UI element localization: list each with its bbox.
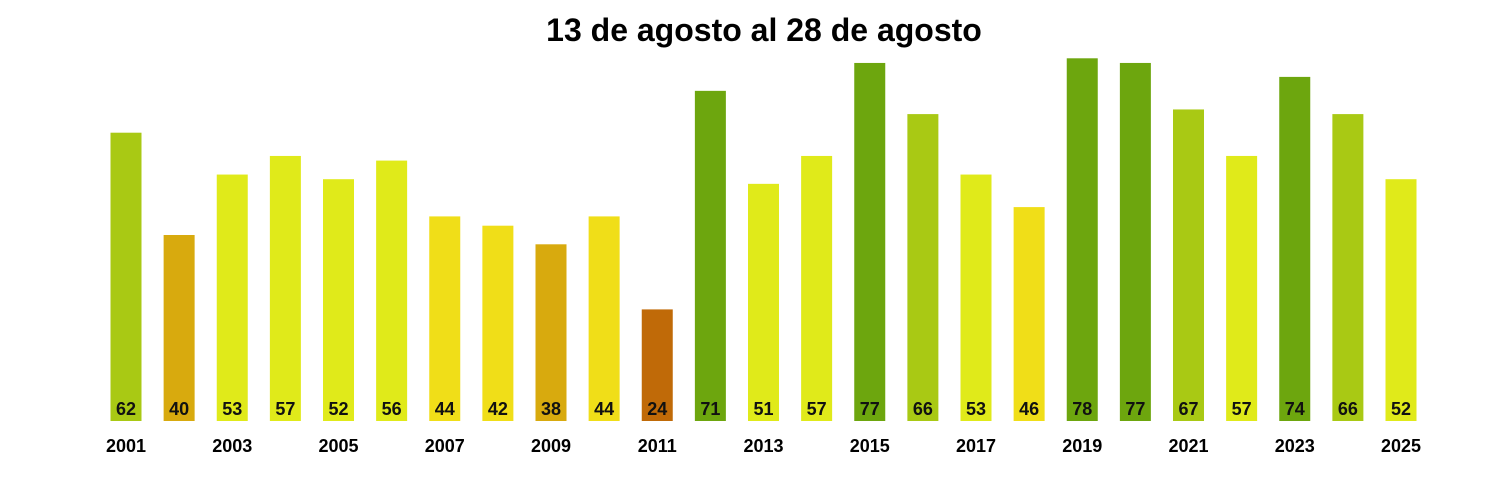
value-label-2024: 66 xyxy=(1338,399,1358,419)
value-label-2020: 77 xyxy=(1125,399,1145,419)
x-tick-label-2013: 2013 xyxy=(743,436,783,456)
bar-2016 xyxy=(907,114,939,421)
value-label-2006: 56 xyxy=(382,399,402,419)
bar-2012 xyxy=(694,90,726,421)
x-tick-label-2009: 2009 xyxy=(531,436,571,456)
value-label-2023: 74 xyxy=(1285,399,1305,419)
bar-2007 xyxy=(429,216,461,421)
value-label-2022: 57 xyxy=(1232,399,1252,419)
value-label-2025: 52 xyxy=(1391,399,1411,419)
bar-2001 xyxy=(110,132,142,421)
x-tick-label-2003: 2003 xyxy=(212,436,252,456)
bar-2023 xyxy=(1279,76,1311,422)
bar-2025 xyxy=(1385,179,1417,421)
value-label-2014: 57 xyxy=(807,399,827,419)
value-label-2018: 46 xyxy=(1019,399,1039,419)
value-label-2007: 44 xyxy=(435,399,455,419)
x-tick-label-2005: 2005 xyxy=(318,436,358,456)
bar-2006 xyxy=(376,160,408,421)
bar-2003 xyxy=(216,174,248,421)
value-label-2015: 77 xyxy=(860,399,880,419)
bar-2002 xyxy=(163,235,195,421)
x-tick-label-2015: 2015 xyxy=(850,436,890,456)
bar-2014 xyxy=(801,155,833,421)
x-tick-label-2007: 2007 xyxy=(425,436,465,456)
bar-2011 xyxy=(641,309,673,421)
x-tick-label-2019: 2019 xyxy=(1062,436,1102,456)
bar-2017 xyxy=(960,174,992,421)
bar-2022 xyxy=(1226,155,1258,421)
x-tick-label-2011: 2011 xyxy=(638,436,677,456)
value-label-2001: 62 xyxy=(116,399,136,419)
bar-2010 xyxy=(588,216,620,421)
x-tick-label-2001: 2001 xyxy=(106,436,146,456)
bar-2004 xyxy=(269,155,301,421)
value-label-2013: 51 xyxy=(753,399,773,419)
value-label-2012: 71 xyxy=(700,399,720,419)
value-label-2021: 67 xyxy=(1178,399,1198,419)
value-label-2005: 52 xyxy=(328,399,348,419)
value-label-2016: 66 xyxy=(913,399,933,419)
value-label-2017: 53 xyxy=(966,399,986,419)
x-tick-label-2017: 2017 xyxy=(956,436,996,456)
bar-2019 xyxy=(1066,58,1098,422)
chart-title: 13 de agosto al 28 de agosto xyxy=(546,12,982,48)
value-label-2011: 24 xyxy=(647,399,667,419)
x-tick-label-2023: 2023 xyxy=(1275,436,1315,456)
value-label-2009: 38 xyxy=(541,399,561,419)
bar-2024 xyxy=(1332,114,1364,421)
x-tick-label-2025: 2025 xyxy=(1381,436,1421,456)
bar-2015 xyxy=(854,62,886,421)
value-label-2019: 78 xyxy=(1072,399,1092,419)
bar-2018 xyxy=(1013,207,1045,421)
value-label-2010: 44 xyxy=(594,399,614,419)
value-label-2002: 40 xyxy=(169,399,189,419)
bar-2009 xyxy=(535,244,567,421)
bar-2013 xyxy=(748,183,779,421)
bar-2021 xyxy=(1173,109,1204,421)
value-label-2004: 57 xyxy=(275,399,295,419)
value-label-2008: 42 xyxy=(488,399,508,419)
bar-2020 xyxy=(1119,62,1151,421)
x-tick-label-2021: 2021 xyxy=(1168,436,1208,456)
bar-2008 xyxy=(482,225,514,421)
value-label-2003: 53 xyxy=(222,399,242,419)
bar-2005 xyxy=(323,179,354,421)
